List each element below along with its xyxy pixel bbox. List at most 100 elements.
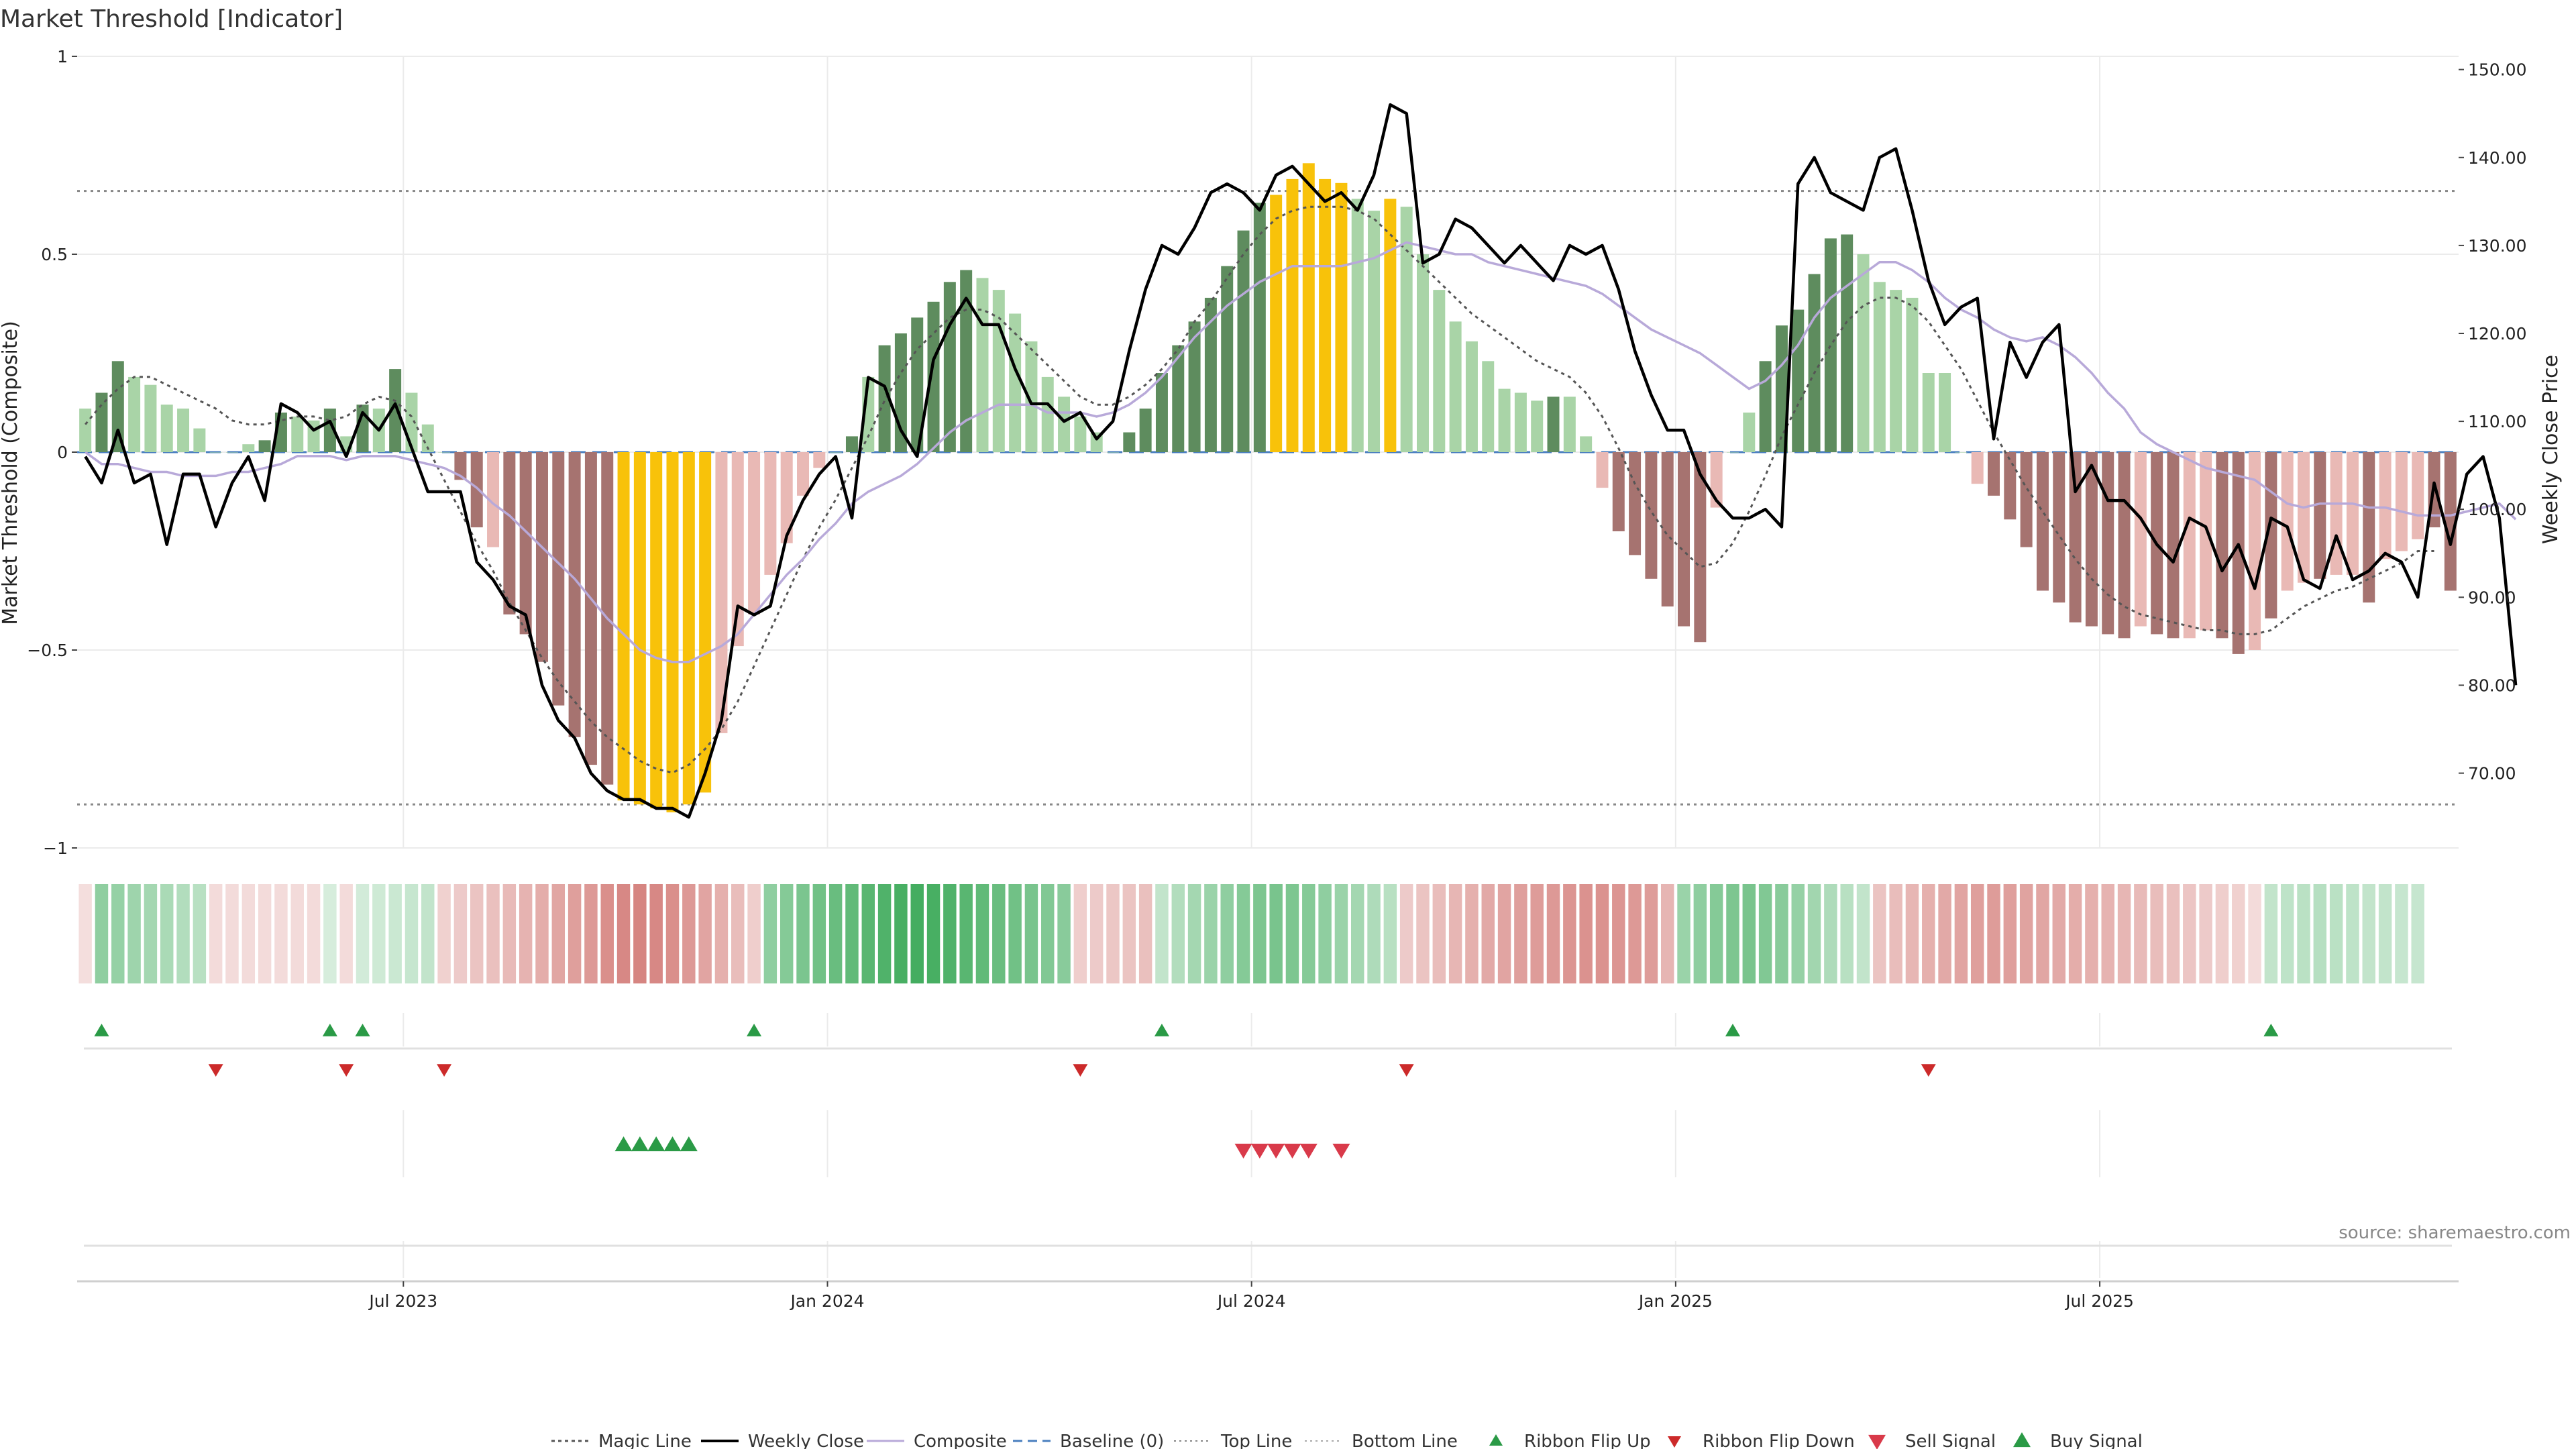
ribbon-flip-up-marker bbox=[94, 1024, 109, 1036]
ribbon-strip bbox=[78, 884, 2424, 983]
legend-label: Bottom Line bbox=[1352, 1432, 1458, 1449]
left-tick-label: −1 bbox=[43, 839, 68, 858]
ribbon-cell bbox=[877, 884, 892, 983]
ribbon-cell bbox=[763, 884, 777, 983]
ribbon-cell bbox=[1824, 884, 1837, 983]
ribbon-cell bbox=[356, 884, 370, 983]
ribbon-cell bbox=[388, 884, 402, 983]
ribbon-cell bbox=[290, 884, 304, 983]
composite-bar bbox=[519, 452, 532, 635]
sell-signal-marker bbox=[1299, 1143, 1318, 1159]
composite-bar bbox=[699, 452, 712, 793]
composite-bar bbox=[1123, 432, 1136, 452]
composite-bar bbox=[1433, 290, 1446, 452]
right-tick-label: 150.00 bbox=[2468, 60, 2526, 80]
ribbon-flip-down-marker bbox=[208, 1064, 223, 1077]
composite-bar bbox=[454, 452, 467, 480]
ribbon-flip-up-marker bbox=[322, 1024, 337, 1036]
ribbon-cell bbox=[372, 884, 386, 983]
ribbon-cell bbox=[1726, 884, 1739, 983]
ribbon-flip-up-marker bbox=[1154, 1024, 1169, 1036]
composite-bar bbox=[1221, 266, 1234, 452]
composite-bar bbox=[1188, 321, 1201, 452]
composite-bar bbox=[1857, 254, 1870, 452]
composite-bar bbox=[2102, 452, 2114, 635]
ribbon-cell bbox=[943, 884, 957, 983]
ribbon-cell bbox=[1138, 884, 1152, 983]
composite-bar bbox=[1270, 195, 1283, 452]
x-axis: Jul 2023 Jan 2024 Jul 2024 Jan 2025 Jul 2025 bbox=[368, 1281, 2134, 1311]
ribbon-cell bbox=[1073, 884, 1087, 983]
composite-bar bbox=[1547, 396, 1560, 452]
ribbon-cell bbox=[2085, 884, 2098, 983]
composite-bars bbox=[79, 163, 2457, 812]
ribbon-cell bbox=[1873, 884, 1886, 983]
composite-bar bbox=[845, 436, 858, 452]
ribbon-cell bbox=[698, 884, 712, 983]
ribbon-cell bbox=[2150, 884, 2163, 983]
composite-bar bbox=[797, 452, 810, 496]
composite-bar bbox=[177, 409, 190, 452]
ribbon-cell bbox=[845, 884, 859, 983]
composite-line bbox=[85, 241, 2517, 663]
composite-bar bbox=[829, 452, 842, 453]
ribbon-cell bbox=[453, 884, 468, 983]
x-tick-label: Jul 2025 bbox=[2064, 1291, 2134, 1311]
ribbon-cell bbox=[1024, 884, 1038, 983]
composite-bar bbox=[1482, 361, 1495, 452]
ribbon-cell bbox=[1791, 884, 1805, 983]
ribbon-cell bbox=[584, 884, 598, 983]
right-tick-label: 110.00 bbox=[2468, 412, 2526, 431]
ribbon-cell bbox=[1057, 884, 1071, 983]
ribbon-cell bbox=[1840, 884, 1854, 983]
ribbon-cell bbox=[1448, 884, 1462, 983]
sell-signal-marker bbox=[1234, 1143, 1252, 1159]
ribbon-cell bbox=[519, 884, 533, 983]
ribbon-cell bbox=[2362, 884, 2375, 983]
legend-label: Magic Line bbox=[598, 1432, 692, 1449]
ribbon-cell bbox=[144, 884, 158, 983]
ribbon-cell bbox=[307, 884, 321, 983]
composite-bar bbox=[617, 452, 630, 801]
ribbon-cell bbox=[1171, 884, 1185, 983]
composite-bar bbox=[1172, 345, 1185, 452]
composite-bar bbox=[1890, 290, 1902, 452]
composite-bar bbox=[650, 452, 663, 808]
ribbon-cell bbox=[2215, 884, 2229, 983]
ribbon-cell bbox=[1563, 884, 1576, 983]
ribbon-flip-down-marker bbox=[1399, 1064, 1414, 1077]
ribbon-cell bbox=[127, 884, 141, 983]
legend-label: Baseline (0) bbox=[1060, 1432, 1164, 1449]
ribbon-cell bbox=[2411, 884, 2424, 983]
ribbon-cell bbox=[1938, 884, 1951, 983]
left-tick-label: −0.5 bbox=[27, 641, 68, 660]
ribbon-cell bbox=[1253, 884, 1267, 983]
buy-signal-marker bbox=[614, 1136, 633, 1152]
ribbon-cell bbox=[682, 884, 696, 983]
composite-bar bbox=[1596, 452, 1609, 488]
ribbon-cell bbox=[2166, 884, 2180, 983]
composite-bar bbox=[960, 270, 973, 452]
composite-bar bbox=[193, 428, 206, 452]
composite-bar bbox=[1204, 297, 1217, 452]
ribbon-cell bbox=[1709, 884, 1723, 983]
composite-bar bbox=[878, 345, 891, 452]
ribbon-cell bbox=[1089, 884, 1104, 983]
ribbon-cell bbox=[1742, 884, 1756, 983]
ribbon-cell bbox=[323, 884, 337, 983]
ribbon-cell bbox=[1775, 884, 1788, 983]
legend: Magic Line Weekly Close Composite Baseline … bbox=[551, 1432, 2143, 1449]
composite-bar bbox=[1253, 203, 1266, 452]
ribbon-cell bbox=[1922, 884, 1935, 983]
composite-bar bbox=[1465, 341, 1478, 452]
composite-bar bbox=[2249, 452, 2261, 650]
right-tick-label: 70.00 bbox=[2468, 764, 2516, 784]
x-tick-label: Jul 2024 bbox=[1216, 1291, 1286, 1311]
ribbon-cell bbox=[861, 884, 875, 983]
composite-bar bbox=[584, 452, 597, 765]
ribbon-cell bbox=[2395, 884, 2408, 983]
sell-signal-marker bbox=[1267, 1143, 1285, 1159]
composite-bar bbox=[1841, 234, 1854, 452]
ribbon-cell bbox=[486, 884, 500, 983]
ribbon-cell bbox=[2052, 884, 2066, 983]
